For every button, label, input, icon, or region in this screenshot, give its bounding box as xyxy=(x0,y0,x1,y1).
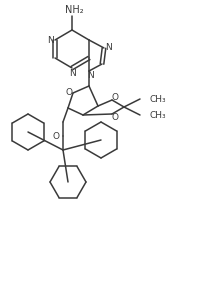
Text: CH₃: CH₃ xyxy=(150,95,167,103)
Text: NH₂: NH₂ xyxy=(65,5,83,15)
Text: N: N xyxy=(106,43,112,51)
Text: CH₃: CH₃ xyxy=(150,111,167,120)
Text: O: O xyxy=(52,132,59,140)
Text: N: N xyxy=(69,68,75,78)
Text: O: O xyxy=(111,112,119,121)
Text: N: N xyxy=(87,71,93,79)
Text: O: O xyxy=(111,92,119,102)
Text: O: O xyxy=(65,87,73,96)
Text: N: N xyxy=(47,35,53,44)
